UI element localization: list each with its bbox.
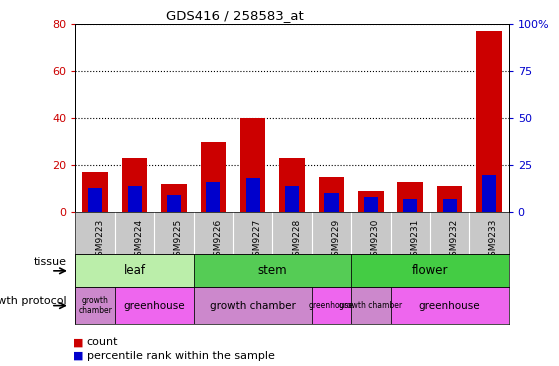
Bar <box>319 177 344 212</box>
Bar <box>443 199 457 212</box>
Text: GSM9227: GSM9227 <box>253 219 262 262</box>
Text: growth chamber: growth chamber <box>339 301 402 310</box>
Bar <box>167 195 181 212</box>
Bar <box>351 287 391 324</box>
Bar <box>193 254 351 287</box>
Bar <box>161 184 187 212</box>
Text: tissue: tissue <box>34 257 67 267</box>
Text: GSM9232: GSM9232 <box>449 219 458 262</box>
Bar <box>285 186 299 212</box>
Bar <box>245 178 260 212</box>
Text: growth
chamber: growth chamber <box>78 296 112 315</box>
Text: GSM9226: GSM9226 <box>214 219 222 262</box>
Text: GSM9228: GSM9228 <box>292 219 301 262</box>
Bar <box>115 287 193 324</box>
Bar <box>482 175 496 212</box>
Bar <box>75 287 115 324</box>
Bar <box>351 254 509 287</box>
Bar <box>364 197 378 212</box>
Text: greenhouse: greenhouse <box>309 301 354 310</box>
Bar <box>280 158 305 212</box>
Text: GSM9230: GSM9230 <box>371 219 380 262</box>
Bar <box>193 287 312 324</box>
Bar <box>476 31 502 212</box>
Text: stem: stem <box>258 264 287 277</box>
Bar <box>201 142 226 212</box>
Bar <box>206 182 220 212</box>
Bar <box>82 172 108 212</box>
Text: GSM9229: GSM9229 <box>331 219 340 262</box>
Bar <box>88 188 102 212</box>
Text: GSM9231: GSM9231 <box>410 219 419 262</box>
Text: count: count <box>87 337 118 347</box>
Text: percentile rank within the sample: percentile rank within the sample <box>87 351 274 361</box>
Text: greenhouse: greenhouse <box>419 300 480 311</box>
Bar <box>324 193 339 212</box>
Text: GSM9225: GSM9225 <box>174 219 183 262</box>
Text: growth chamber: growth chamber <box>210 300 296 311</box>
Text: flower: flower <box>411 264 448 277</box>
Bar <box>437 186 462 212</box>
Bar <box>240 118 266 212</box>
Text: leaf: leaf <box>124 264 145 277</box>
Text: growth protocol: growth protocol <box>0 296 67 306</box>
Text: GSM9233: GSM9233 <box>489 219 498 262</box>
Bar <box>397 182 423 212</box>
Text: GSM9224: GSM9224 <box>135 219 144 262</box>
Text: greenhouse: greenhouse <box>124 300 185 311</box>
Text: GDS416 / 258583_at: GDS416 / 258583_at <box>166 9 304 22</box>
Bar <box>391 287 509 324</box>
Bar <box>127 186 141 212</box>
Bar <box>122 158 148 212</box>
Bar <box>358 191 383 212</box>
Bar <box>75 254 193 287</box>
Bar <box>312 287 351 324</box>
Text: ■: ■ <box>73 337 83 347</box>
Bar <box>403 199 417 212</box>
Text: ■: ■ <box>73 351 83 361</box>
Text: GSM9223: GSM9223 <box>95 219 104 262</box>
